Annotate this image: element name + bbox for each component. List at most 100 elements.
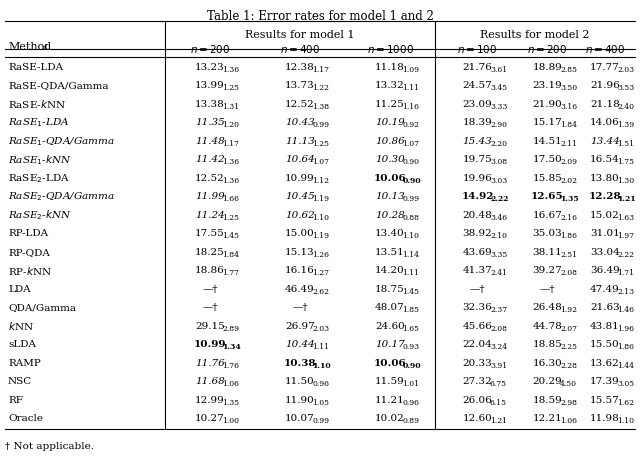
Text: 1.11: 1.11 [403, 84, 419, 92]
Text: 20.29: 20.29 [532, 376, 563, 385]
Text: 3.46: 3.46 [490, 213, 507, 221]
Text: $n = 200$: $n = 200$ [527, 43, 568, 55]
Text: 32.36: 32.36 [463, 303, 492, 312]
Text: 10.13: 10.13 [375, 192, 405, 201]
Text: 2.09: 2.09 [560, 158, 577, 166]
Text: 1.62: 1.62 [618, 398, 634, 406]
Text: 20.48: 20.48 [463, 210, 492, 219]
Text: 10.30: 10.30 [375, 155, 405, 164]
Text: 1.36: 1.36 [223, 66, 239, 74]
Text: 3.45: 3.45 [490, 84, 507, 92]
Text: Method: Method [8, 42, 51, 52]
Text: 16.67: 16.67 [532, 210, 563, 219]
Text: 15.00: 15.00 [285, 229, 315, 238]
Text: 1.86: 1.86 [560, 232, 577, 240]
Text: 1.46: 1.46 [618, 306, 634, 313]
Text: 12.21: 12.21 [532, 413, 563, 422]
Text: 1.00: 1.00 [223, 416, 239, 424]
Text: 3.03: 3.03 [490, 176, 508, 184]
Text: 1.92: 1.92 [560, 306, 577, 313]
Text: 17.77: 17.77 [590, 63, 620, 72]
Text: 11.25: 11.25 [375, 100, 405, 108]
Text: 17.39: 17.39 [590, 376, 620, 385]
Text: 1.06: 1.06 [560, 416, 577, 424]
Text: 12.52: 12.52 [195, 173, 225, 182]
Text: 0.99: 0.99 [312, 416, 330, 424]
Text: RP-QDA: RP-QDA [8, 247, 50, 256]
Text: 26.97: 26.97 [285, 321, 315, 330]
Text: 10.99: 10.99 [194, 339, 227, 349]
Text: 1.26: 1.26 [312, 250, 330, 258]
Text: 19.75: 19.75 [463, 155, 492, 164]
Text: 13.80: 13.80 [590, 173, 620, 182]
Text: 1.76: 1.76 [223, 361, 239, 369]
Text: 2.13: 2.13 [618, 287, 635, 295]
Text: 10.06: 10.06 [374, 358, 406, 367]
Text: 1.35: 1.35 [223, 398, 239, 406]
Text: 15.57: 15.57 [590, 395, 620, 404]
Text: 3.08: 3.08 [490, 158, 507, 166]
Text: RP-LDA: RP-LDA [8, 229, 48, 238]
Text: 1.07: 1.07 [403, 139, 419, 147]
Text: sLDA: sLDA [8, 339, 36, 349]
Text: RaSE-LDA: RaSE-LDA [8, 63, 63, 72]
Text: $n = 400$: $n = 400$ [280, 43, 320, 55]
Text: 10.99: 10.99 [285, 173, 315, 182]
Text: 1.05: 1.05 [312, 398, 330, 406]
Text: 1.27: 1.27 [312, 269, 330, 277]
Text: 0.89: 0.89 [403, 416, 419, 424]
Text: 1.44: 1.44 [618, 361, 634, 369]
Text: 13.99: 13.99 [195, 81, 225, 90]
Text: 3.35: 3.35 [490, 250, 508, 258]
Text: 3.53: 3.53 [618, 84, 635, 92]
Text: 10.62: 10.62 [285, 210, 315, 219]
Text: LDA: LDA [8, 284, 31, 293]
Text: 3.61: 3.61 [490, 66, 507, 74]
Text: 1.11: 1.11 [403, 269, 419, 277]
Text: 2.98: 2.98 [560, 398, 577, 406]
Text: 1.25: 1.25 [223, 213, 239, 221]
Text: 2.02: 2.02 [560, 176, 577, 184]
Text: 2.07: 2.07 [560, 324, 577, 332]
Text: 6.75: 6.75 [490, 380, 507, 388]
Text: 2.22: 2.22 [490, 195, 508, 203]
Text: —†: —† [292, 303, 308, 312]
Text: 13.44: 13.44 [590, 137, 620, 145]
Text: RaSE$_1$-LDA: RaSE$_1$-LDA [8, 116, 70, 129]
Text: —†: —† [470, 284, 485, 293]
Text: 1.19: 1.19 [312, 195, 330, 203]
Text: 18.86: 18.86 [195, 266, 225, 275]
Text: 11.50: 11.50 [285, 376, 315, 385]
Text: 3.05: 3.05 [618, 380, 635, 388]
Text: 14.20: 14.20 [375, 266, 405, 275]
Text: 1.14: 1.14 [403, 250, 419, 258]
Text: 16.30: 16.30 [532, 358, 563, 367]
Text: 35.03: 35.03 [532, 229, 563, 238]
Text: 31.01: 31.01 [590, 229, 620, 238]
Text: 1.86: 1.86 [618, 343, 634, 350]
Text: 0.93: 0.93 [403, 343, 420, 350]
Text: 13.73: 13.73 [285, 81, 315, 90]
Text: 13.23: 13.23 [195, 63, 225, 72]
Text: $n = 1000$: $n = 1000$ [367, 43, 413, 55]
Text: 18.39: 18.39 [463, 118, 492, 127]
Text: Results for model 2: Results for model 2 [480, 30, 589, 40]
Text: 13.38: 13.38 [195, 100, 225, 108]
Text: —†: —† [202, 303, 218, 312]
Text: 2.90: 2.90 [490, 121, 507, 129]
Text: 10.28: 10.28 [375, 210, 405, 219]
Text: 16.54: 16.54 [590, 155, 620, 164]
Text: 29.15: 29.15 [195, 321, 225, 330]
Text: 1.65: 1.65 [403, 324, 419, 332]
Text: 21.90: 21.90 [532, 100, 563, 108]
Text: 14.92: 14.92 [461, 192, 493, 201]
Text: 10.86: 10.86 [375, 137, 405, 145]
Text: 1.01: 1.01 [403, 380, 419, 388]
Text: 2.40: 2.40 [618, 102, 634, 111]
Text: 1.10: 1.10 [618, 416, 634, 424]
Text: 10.43: 10.43 [285, 118, 315, 127]
Text: —†: —† [540, 284, 556, 293]
Text: 1.63: 1.63 [618, 213, 635, 221]
Text: 10.44: 10.44 [285, 339, 315, 349]
Text: 1.71: 1.71 [618, 269, 634, 277]
